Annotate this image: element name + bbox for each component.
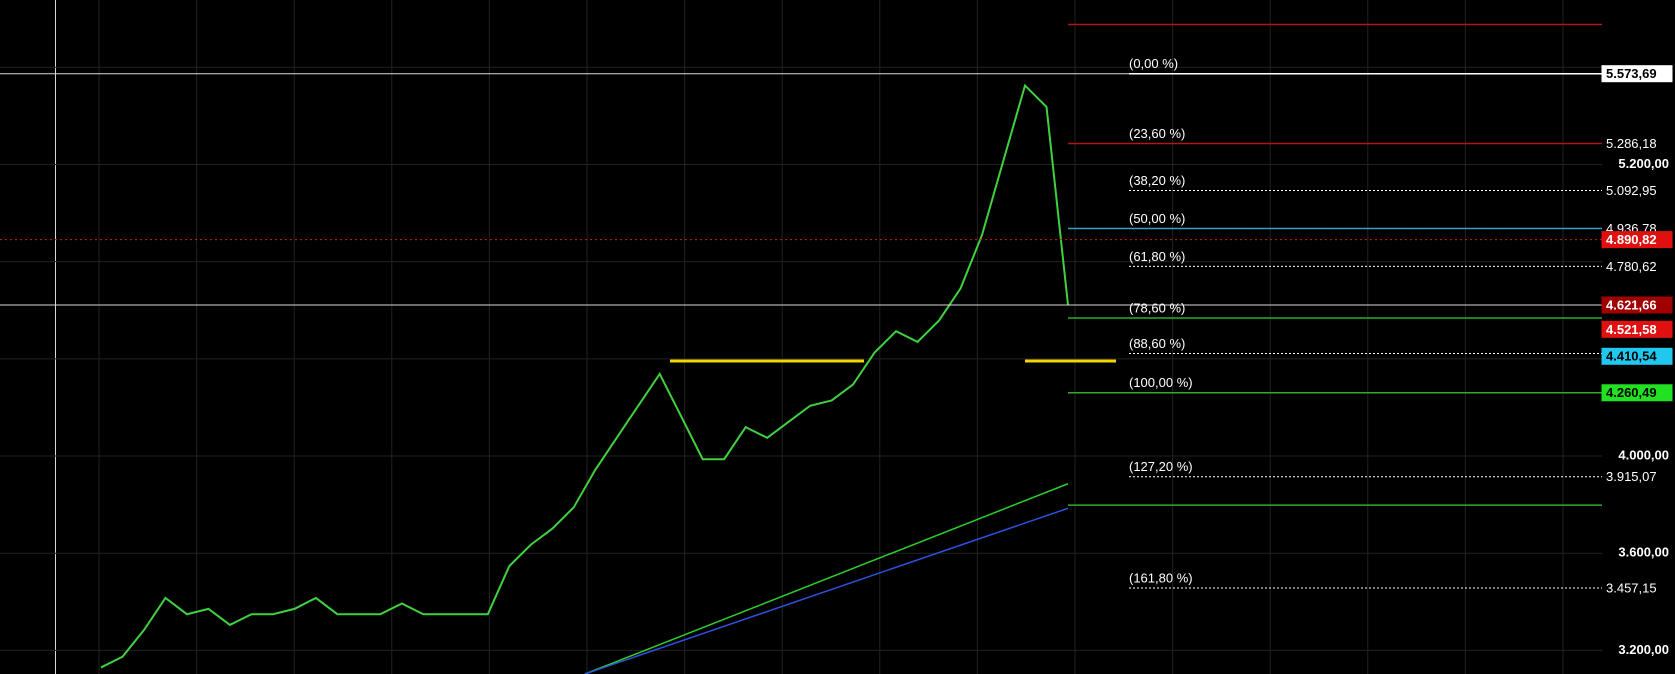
fib-label: (100,00 %)	[1129, 375, 1193, 390]
fib-label: (161,80 %)	[1129, 570, 1193, 585]
price-label-box	[1602, 258, 1672, 275]
price-label-box	[1601, 65, 1673, 83]
price-label: 4.890,82	[1606, 232, 1657, 247]
price-label-box	[1601, 347, 1673, 365]
y-tick-label: 3.200,00	[1618, 642, 1669, 657]
price-label-box	[1601, 231, 1673, 249]
price-label: 3.915,07	[1606, 469, 1657, 484]
price-label: 4.621,66	[1606, 297, 1657, 312]
price-label: 4.260,49	[1606, 385, 1657, 400]
fib-label: (0,00 %)	[1129, 56, 1178, 71]
y-tick-label: 3.600,00	[1618, 545, 1669, 560]
price-label: 5.286,18	[1606, 136, 1657, 151]
price-label-box	[1602, 182, 1672, 199]
price-label: 4.410,54	[1606, 349, 1657, 364]
fib-label: (50,00 %)	[1129, 211, 1185, 226]
fib-label: (61,80 %)	[1129, 249, 1185, 264]
fib-label: (23,60 %)	[1129, 126, 1185, 141]
price-label: 5.092,95	[1606, 183, 1657, 198]
moving-average	[584, 507, 1069, 674]
price-line	[100, 83, 1069, 669]
price-label-box	[1602, 579, 1672, 596]
price-label-box	[1601, 384, 1673, 402]
moving-average	[584, 483, 1069, 674]
y-tick-label: 5.200,00	[1618, 156, 1669, 171]
price-label: 3.457,15	[1606, 580, 1657, 595]
price-label-box	[1601, 296, 1673, 314]
fib-label: (127,20 %)	[1129, 459, 1193, 474]
price-label-box	[1601, 320, 1673, 338]
price-label: 5.573,69	[1606, 66, 1657, 81]
y-tick-label: 4.000,00	[1618, 447, 1669, 462]
fib-label: (88,60 %)	[1129, 336, 1185, 351]
fib-label: (38,20 %)	[1129, 173, 1185, 188]
price-label-box	[1602, 135, 1672, 152]
price-label: 4.521,58	[1606, 322, 1657, 337]
price-label-box	[1602, 468, 1672, 485]
fib-label: (78,60 %)	[1129, 300, 1185, 315]
price-label: 4.780,62	[1606, 259, 1657, 274]
